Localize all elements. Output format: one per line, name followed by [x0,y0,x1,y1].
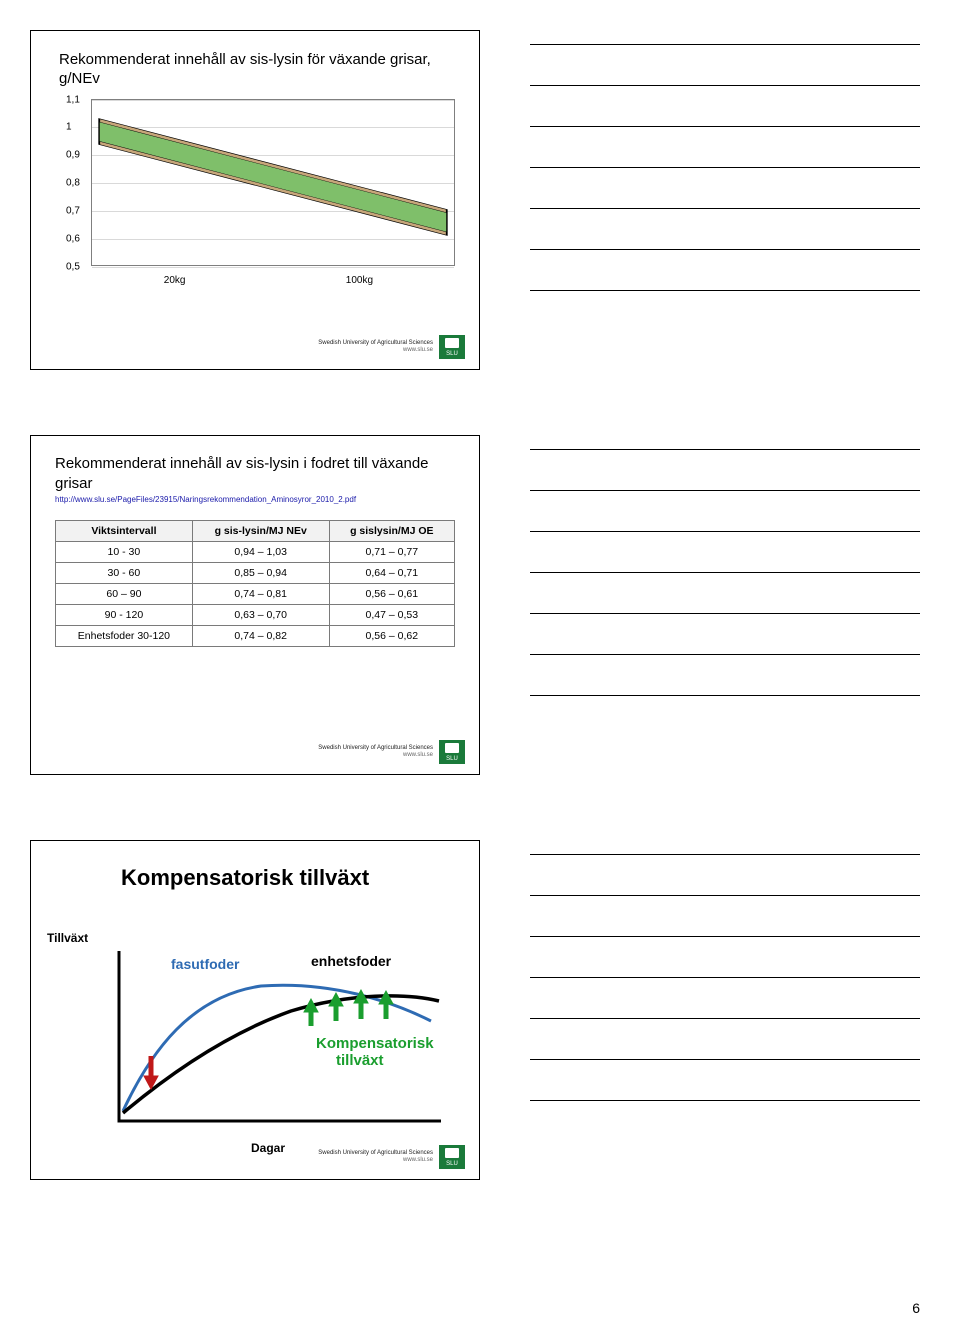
table-cell: 0,64 – 0,71 [329,563,454,584]
footer-line2: www.slu.se [403,347,433,353]
note-line [530,695,920,696]
note-line [530,449,920,450]
note-line [530,654,920,655]
slu-badge-icon: SLU [439,740,465,764]
note-line [530,895,920,896]
table-cell: 0,74 – 0,82 [192,626,329,647]
y-tick: 0,7 [66,205,80,216]
table-cell: 0,56 – 0,62 [329,626,454,647]
footer-line1: Swedish University of Agricultural Scien… [318,745,433,751]
table-cell: 0,63 – 0,70 [192,605,329,626]
note-line [530,936,920,937]
note-line [530,208,920,209]
table-row: 90 - 1200,63 – 0,700,47 – 0,53 [56,605,455,626]
footer-line2: www.slu.se [403,752,433,758]
label-kompensatorisk: Kompensatorisk tillväxt [316,1036,434,1069]
curve-title: Kompensatorisk tillväxt [31,841,479,891]
table-row: Enhetsfoder 30-1200,74 – 0,820,56 – 0,62 [56,626,455,647]
footer-line1: Swedish University of Agricultural Scien… [318,1150,433,1156]
y-tick: 0,5 [66,261,80,272]
y-tick: 1,1 [66,94,80,105]
y-tick: 0,8 [66,178,80,189]
table-cell: 0,56 – 0,61 [329,584,454,605]
x-tick: 100kg [346,275,373,286]
note-line [530,1100,920,1101]
note-line [530,572,920,573]
note-line [530,531,920,532]
table-cell: Enhetsfoder 30-120 [56,626,193,647]
table-cell: 0,71 – 0,77 [329,542,454,563]
label-fasutfoder: fasutfoder [171,956,239,972]
note-line [530,249,920,250]
red-arrow-icon [144,1056,158,1089]
y-tick: 0,9 [66,150,80,161]
footer-line1: Swedish University of Agricultural Scien… [318,340,433,346]
chart-plot: 1,110,90,80,70,60,5 [91,99,455,266]
table-cell: 90 - 120 [56,605,193,626]
table-cell: 0,47 – 0,53 [329,605,454,626]
slu-badge-text: SLU [446,351,458,357]
table-title: Rekommenderat innehåll av sis-lysin i fo… [31,436,479,495]
table-cell: 0,85 – 0,94 [192,563,329,584]
y-axis-label: Tillväxt [47,931,88,945]
table-header: g sislysin/MJ OE [329,521,454,542]
footer-line2: www.slu.se [403,1157,433,1163]
slu-badge-text: SLU [446,1161,458,1167]
table-row: 10 - 300,94 – 1,030,71 – 0,77 [56,542,455,563]
note-line [530,1059,920,1060]
note-line [530,167,920,168]
curve-plot: fasutfoder enhetsfoder Kompensatorisk ti… [111,941,451,1131]
note-line [530,854,920,855]
slu-badge-text: SLU [446,756,458,762]
y-tick: 1 [66,122,72,133]
table-cell: 60 – 90 [56,584,193,605]
slu-footer: Swedish University of Agricultural Scien… [318,740,465,764]
slu-badge-icon: SLU [439,1145,465,1169]
note-line [530,44,920,45]
note-line [530,490,920,491]
panel-table: Rekommenderat innehåll av sis-lysin i fo… [30,435,480,775]
note-line [530,977,920,978]
slu-badge-icon: SLU [439,335,465,359]
table-header: g sis-lysin/MJ NEv [192,521,329,542]
table-row: 30 - 600,85 – 0,940,64 – 0,71 [56,563,455,584]
page-number: 6 [912,1300,920,1316]
note-line [530,613,920,614]
table-cell: 0,74 – 0,81 [192,584,329,605]
note-line [530,1018,920,1019]
chart-title: Rekommenderat innehåll av sis-lysin för … [31,31,479,95]
slu-footer: Swedish University of Agricultural Scien… [318,335,465,359]
table-cell: 30 - 60 [56,563,193,584]
table-row: 60 – 900,74 – 0,810,56 – 0,61 [56,584,455,605]
note-line [530,126,920,127]
table-source-link: http://www.slu.se/PageFiles/23915/Naring… [31,495,479,514]
x-tick: 20kg [164,275,186,286]
table-cell: 0,94 – 1,03 [192,542,329,563]
table-cell: 10 - 30 [56,542,193,563]
label-enhetsfoder: enhetsfoder [311,953,391,969]
chart-area: 1,110,90,80,70,60,5 20kg 100kg [91,99,455,284]
x-axis-label: Dagar [251,1141,285,1155]
slu-footer: Swedish University of Agricultural Scien… [318,1145,465,1169]
note-line [530,290,920,291]
data-table: Viktsintervallg sis-lysin/MJ NEvg sislys… [55,520,455,647]
y-tick: 0,6 [66,233,80,244]
panel-chart: Rekommenderat innehåll av sis-lysin för … [30,30,480,370]
note-line [530,85,920,86]
panel-curve: Kompensatorisk tillväxt Tillväxt [30,840,480,1180]
table-header: Viktsintervall [56,521,193,542]
